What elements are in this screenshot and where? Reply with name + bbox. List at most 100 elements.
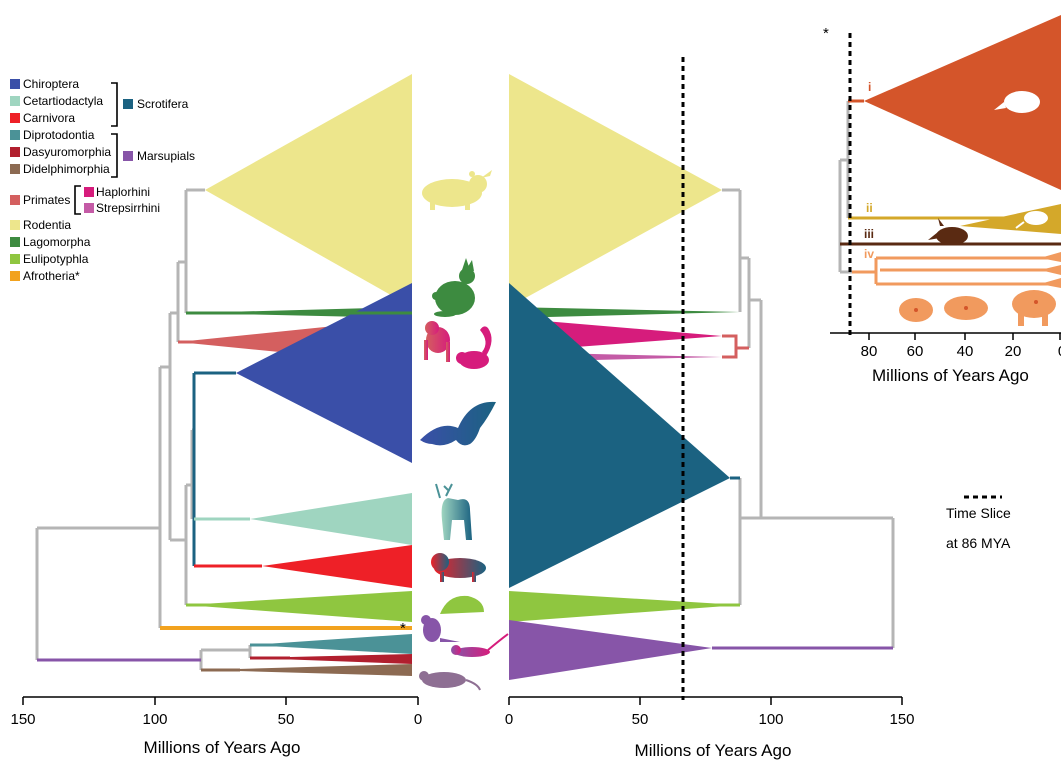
clade-wedge-marsupials-right <box>509 620 712 680</box>
right-tick-label: 150 <box>889 711 914 728</box>
right-axis-title: Millions of Years Ago <box>635 741 792 760</box>
legend-label: Eulipotyphla <box>23 252 89 266</box>
clade-wedge-rodentia-right <box>509 74 722 307</box>
inset-clade-i-wedge <box>864 15 1061 190</box>
legend: Chiroptera Cetartiodactyla Carnivora Dip… <box>10 77 195 283</box>
legend-label: Afrotheria* <box>23 269 80 283</box>
left-axis-ticks <box>22 697 419 705</box>
legend-item-carnivora: Carnivora <box>10 111 75 125</box>
inset-iv-tip <box>1040 265 1061 275</box>
inset-clade-label: iv <box>864 247 874 261</box>
clade-wedge-rodentia <box>205 74 412 307</box>
legend-group-label: Marsupials <box>137 149 195 163</box>
inset-axis-ticks <box>868 333 1061 340</box>
time-slice-legend: Time Slice at 86 MYA <box>946 495 1011 551</box>
hedgehog-icon <box>440 595 484 614</box>
right-axis-ticks <box>508 697 903 705</box>
clade-wedge-diprotodontia <box>250 634 412 654</box>
chimpanzee-icon <box>424 321 450 362</box>
inset-clade-label: iii <box>864 227 874 241</box>
hyrax-icon <box>899 298 933 322</box>
clade-wedge-cetartiodactyla <box>250 493 412 545</box>
lion-icon <box>431 553 486 582</box>
legend-group-marsupials: Marsupials <box>123 149 195 163</box>
legend-label: Lagomorpha <box>23 235 91 249</box>
legend-item-eulipotyphla: Eulipotyphla <box>10 252 89 266</box>
inset-iv-tip <box>1040 278 1061 288</box>
legend-label: Rodentia <box>23 218 71 232</box>
aardvark-icon <box>928 218 968 245</box>
bracket-marsupials <box>111 133 118 178</box>
hamster-icon <box>422 170 492 210</box>
inset-tick-label: 40 <box>957 343 974 360</box>
right-tree: 0 50 100 150 Millions of Years Ago <box>505 57 915 760</box>
inset-branch-iv <box>852 256 1061 286</box>
time-slice-label-line1: Time Slice <box>946 505 1011 521</box>
legend-label: Primates <box>23 193 70 207</box>
legend-item-didelphimorphia: Didelphimorphia <box>10 162 110 176</box>
legend-label: Cetartiodactyla <box>23 94 103 108</box>
rabbit-icon <box>432 258 475 317</box>
legend-label: Didelphimorphia <box>23 162 110 176</box>
inset-axis-title: Millions of Years Ago <box>872 366 1029 385</box>
opossum-icon <box>419 671 481 691</box>
bracket-scrotifera <box>111 82 118 127</box>
legend-label: Chiroptera <box>23 77 79 91</box>
inset-iv-tip <box>1040 252 1061 262</box>
time-slice-label-line2: at 86 MYA <box>946 535 1011 551</box>
legend-item-rodentia: Rodentia <box>10 218 71 232</box>
legend-label: Haplorhini <box>96 185 150 199</box>
left-tree-branches <box>35 188 252 670</box>
right-tick-label: 100 <box>758 711 783 728</box>
clade-wedge-chiroptera <box>236 283 412 463</box>
legend-item-primates: Primates <box>10 193 70 207</box>
dunnart-icon <box>451 633 509 657</box>
legend-item-chiroptera: Chiroptera <box>10 77 79 91</box>
lemur-icon <box>456 326 492 369</box>
legend-label: Strepsirrhini <box>96 201 160 215</box>
clade-wedge-dasyuromorphia <box>250 654 412 664</box>
inset-tick-label: 0 <box>1058 343 1061 360</box>
clade-wedge-scrotifera-right <box>509 283 730 588</box>
legend-item-haplorhini: Haplorhini <box>84 185 150 199</box>
afrotheria-asterisk: * <box>400 620 406 637</box>
manatee-icon <box>944 296 988 320</box>
inset-asterisk: * <box>823 25 829 42</box>
inset-tick-label: 60 <box>907 343 924 360</box>
bat-icon <box>420 401 496 446</box>
left-tick-label: 150 <box>10 711 35 728</box>
jerboa-icon <box>1015 211 1048 229</box>
deer-icon <box>435 483 472 540</box>
legend-item-diprotodontia: Diprotodontia <box>10 128 95 142</box>
right-tick-label: 50 <box>632 711 649 728</box>
legend-item-strepsirrhini: Strepsirrhini <box>84 201 160 215</box>
legend-group-scrotifera: Scrotifera <box>123 97 189 111</box>
clade-wedge-eulipotyphla <box>186 591 412 622</box>
left-axis-title: Millions of Years Ago <box>144 738 301 757</box>
legend-item-afrotheria: Afrotheria* <box>10 269 80 283</box>
legend-label: Dasyuromorphia <box>23 145 111 159</box>
inset-clade-label: ii <box>866 201 873 215</box>
legend-item-lagomorpha: Lagomorpha <box>10 235 91 249</box>
branch-scrotifera <box>192 371 236 566</box>
inset-backbone <box>838 101 852 274</box>
legend-label: Carnivora <box>23 111 75 125</box>
legend-group-label: Scrotifera <box>137 97 189 111</box>
inset-clade-label: i <box>868 80 871 94</box>
silhouette-column <box>419 170 509 691</box>
left-tree: * 150 100 50 0 Millions of Years Ago <box>10 74 422 757</box>
left-tick-label: 100 <box>142 711 167 728</box>
afrotheria-inset: * i ii iii iv <box>823 15 1061 385</box>
branch-primates-right <box>722 334 749 359</box>
left-tick-label: 0 <box>414 711 422 728</box>
legend-item-dasyuromorphia: Dasyuromorphia <box>10 145 111 159</box>
elephant-icon <box>1012 290 1056 326</box>
clade-wedge-lagomorpha-right <box>509 307 740 318</box>
shrew-icon <box>994 91 1040 113</box>
bracket-primates <box>74 185 81 215</box>
inset-tick-label: 20 <box>1005 343 1022 360</box>
left-tick-label: 50 <box>278 711 295 728</box>
legend-label: Diprotodontia <box>23 128 95 142</box>
legend-item-cetartiodactyla: Cetartiodactyla <box>10 94 103 108</box>
